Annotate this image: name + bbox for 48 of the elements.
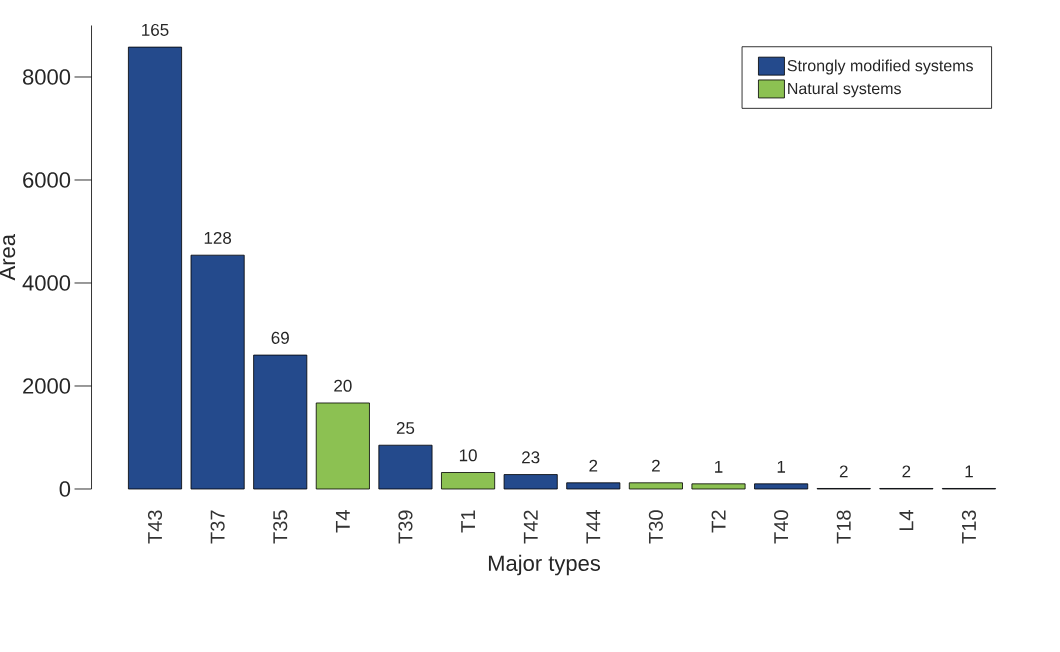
bar — [754, 483, 809, 490]
x-axis-title: Major types — [488, 554, 601, 576]
x-tick-label: T13 — [961, 510, 977, 544]
y-tick-label: 4000 — [22, 275, 71, 291]
legend-label: Strongly modified systems — [787, 59, 973, 75]
bar — [503, 474, 558, 490]
annotation: 2 — [902, 465, 911, 478]
annotation: 165 — [142, 23, 169, 36]
x-tick-label: T4 — [335, 510, 350, 533]
bar — [253, 354, 308, 490]
x-tick-label: T39 — [398, 510, 413, 544]
bar — [128, 46, 183, 490]
y-tick-label: 6000 — [23, 172, 71, 188]
y-tick-label: 2000 — [23, 378, 71, 394]
y-tick-label: 0 — [59, 481, 71, 497]
x-tick-label: T37 — [210, 510, 225, 544]
annotation: 1 — [965, 465, 973, 478]
annotation: 2 — [589, 459, 598, 472]
y-axis-title: Area — [0, 234, 16, 281]
x-tick-label: T2 — [711, 510, 726, 533]
annotation: 2 — [839, 465, 848, 478]
legend-label: Natural systems — [788, 82, 901, 98]
x-tick-label: T30 — [648, 510, 663, 544]
bar — [190, 254, 245, 490]
x-tick-label: T40 — [774, 510, 789, 544]
bar — [315, 402, 370, 490]
y-tick-label: 8000 — [23, 69, 71, 85]
x-tick-label: L4 — [899, 510, 914, 531]
annotation: 25 — [396, 421, 415, 435]
x-tick-label: T35 — [273, 510, 288, 544]
bar — [378, 444, 433, 490]
annotation: 20 — [334, 379, 352, 392]
annotation: 23 — [522, 451, 540, 464]
annotation: 69 — [271, 331, 289, 344]
bar — [566, 482, 621, 490]
annotation: 1 — [715, 460, 723, 473]
x-tick-label: T43 — [147, 510, 163, 544]
x-tick-label: T1 — [461, 510, 475, 533]
annotation: 128 — [204, 231, 232, 244]
bar — [441, 472, 496, 490]
annotation: 2 — [652, 459, 660, 472]
annotation: 10 — [459, 449, 477, 462]
x-tick-label: T18 — [836, 510, 851, 544]
bar — [691, 483, 746, 490]
bar — [628, 482, 683, 490]
annotation: 1 — [777, 460, 786, 473]
x-tick-label: T44 — [586, 510, 601, 544]
x-tick-label: T42 — [523, 510, 538, 544]
